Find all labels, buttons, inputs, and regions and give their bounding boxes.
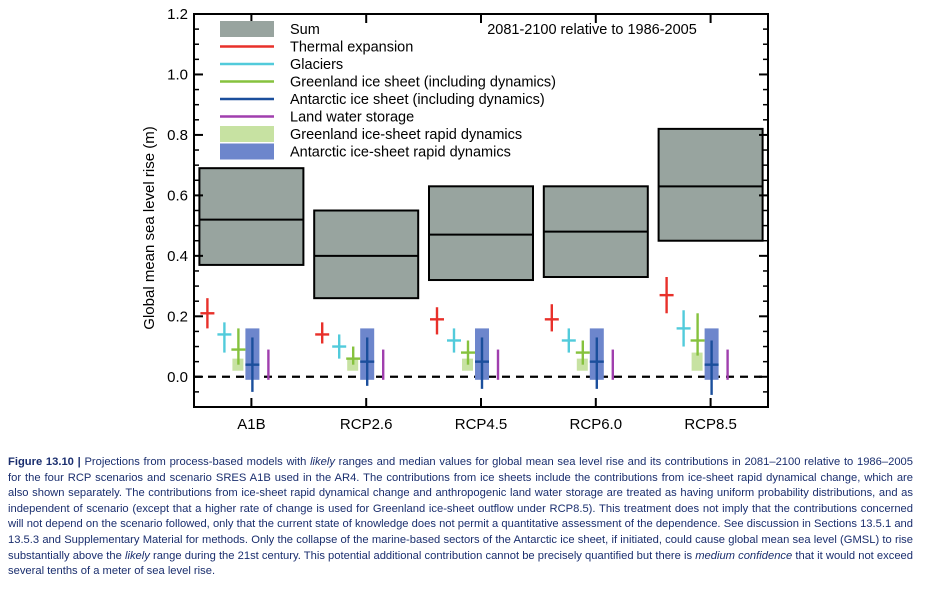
- x-tick-label: RCP6.0: [570, 416, 623, 433]
- y-tick-label: 0.8: [167, 127, 188, 144]
- legend-label-glaciers: Glaciers: [290, 57, 343, 73]
- greenland-rapid-dynamics-box: [347, 358, 359, 371]
- figure-caption-label: Figure 13.10 |: [8, 456, 81, 468]
- figure-caption-text: Projections from process-based models wi…: [8, 456, 913, 577]
- greenland-rapid-dynamics-box: [232, 358, 244, 371]
- period-annotation: 2081-2100 relative to 1986-2005: [487, 22, 697, 38]
- sum-box: [657, 127, 764, 242]
- legend-swatch-sum: [220, 21, 274, 37]
- legend-label-land-water-storage: Land water storage: [290, 110, 414, 126]
- x-tick-label: A1B: [237, 416, 265, 433]
- greenland-rapid-dynamics-box: [691, 352, 703, 371]
- y-tick-label: 0.4: [167, 248, 188, 265]
- legend-label-sum: Sum: [290, 22, 320, 38]
- y-axis-label: Global mean sea level rise (m): [141, 126, 158, 329]
- caption-run: ranges and median values for global mean…: [8, 456, 913, 562]
- sum-box: [313, 209, 420, 300]
- y-tick-label: 0.2: [167, 308, 188, 325]
- x-tick-label: RCP4.5: [455, 416, 508, 433]
- caption-emphasis: likely: [124, 549, 150, 562]
- caption-run: Projections from process-based models wi…: [80, 456, 311, 468]
- legend-label-antarctic-ice-sheet-including-dynamics: Antarctic ice sheet (including dynamics): [290, 92, 545, 108]
- y-tick-label: 0.6: [167, 187, 188, 204]
- legend-label-greenland-ice-sheet-including-dynamics: Greenland ice sheet (including dynamics): [290, 75, 556, 91]
- legend-swatch-antarctic-ice-sheet-rapid-dynamics: [220, 143, 274, 160]
- x-tick-label: RCP8.5: [684, 416, 737, 433]
- caption-run: that it would not exceed several tenths …: [8, 549, 913, 578]
- x-tick-label: RCP2.6: [340, 416, 393, 433]
- legend-label-greenland-ice-sheet-rapid-dynamics: Greenland ice-sheet rapid dynamics: [290, 127, 522, 143]
- greenland-rapid-dynamics-box: [462, 358, 473, 371]
- caption-emphasis: medium confidence: [695, 549, 793, 562]
- sea-level-chart: A1B RCP2.6 RCP4.5 RCP6.0 RCP8.5 0.0 0.2 0.4 0.6 0…: [141, 6, 769, 433]
- y-tick-label: 1.2: [167, 6, 188, 23]
- caption-emphasis: likely: [310, 456, 335, 468]
- sum-box: [198, 167, 305, 266]
- sum-box: [428, 185, 534, 282]
- legend-label-thermal-expansion: Thermal expansion: [290, 40, 413, 56]
- plot-area: A1B RCP2.6 RCP4.5 RCP6.0 RCP8.5 0.0 0.2 0.4 0.6 0…: [167, 6, 769, 433]
- caption-run: range during the 21st century. This pote…: [149, 549, 696, 562]
- y-tick-label: 0.0: [167, 369, 188, 386]
- figure-caption: Figure 13.10 | Projections from process-…: [8, 455, 913, 580]
- greenland-rapid-dynamics-box: [576, 358, 588, 371]
- legend-swatch-greenland-ice-sheet-rapid-dynamics: [220, 126, 274, 142]
- y-tick-label: 1.0: [167, 66, 188, 83]
- legend-label-antarctic-ice-sheet-rapid-dynamics: Antarctic ice-sheet rapid dynamics: [290, 145, 511, 161]
